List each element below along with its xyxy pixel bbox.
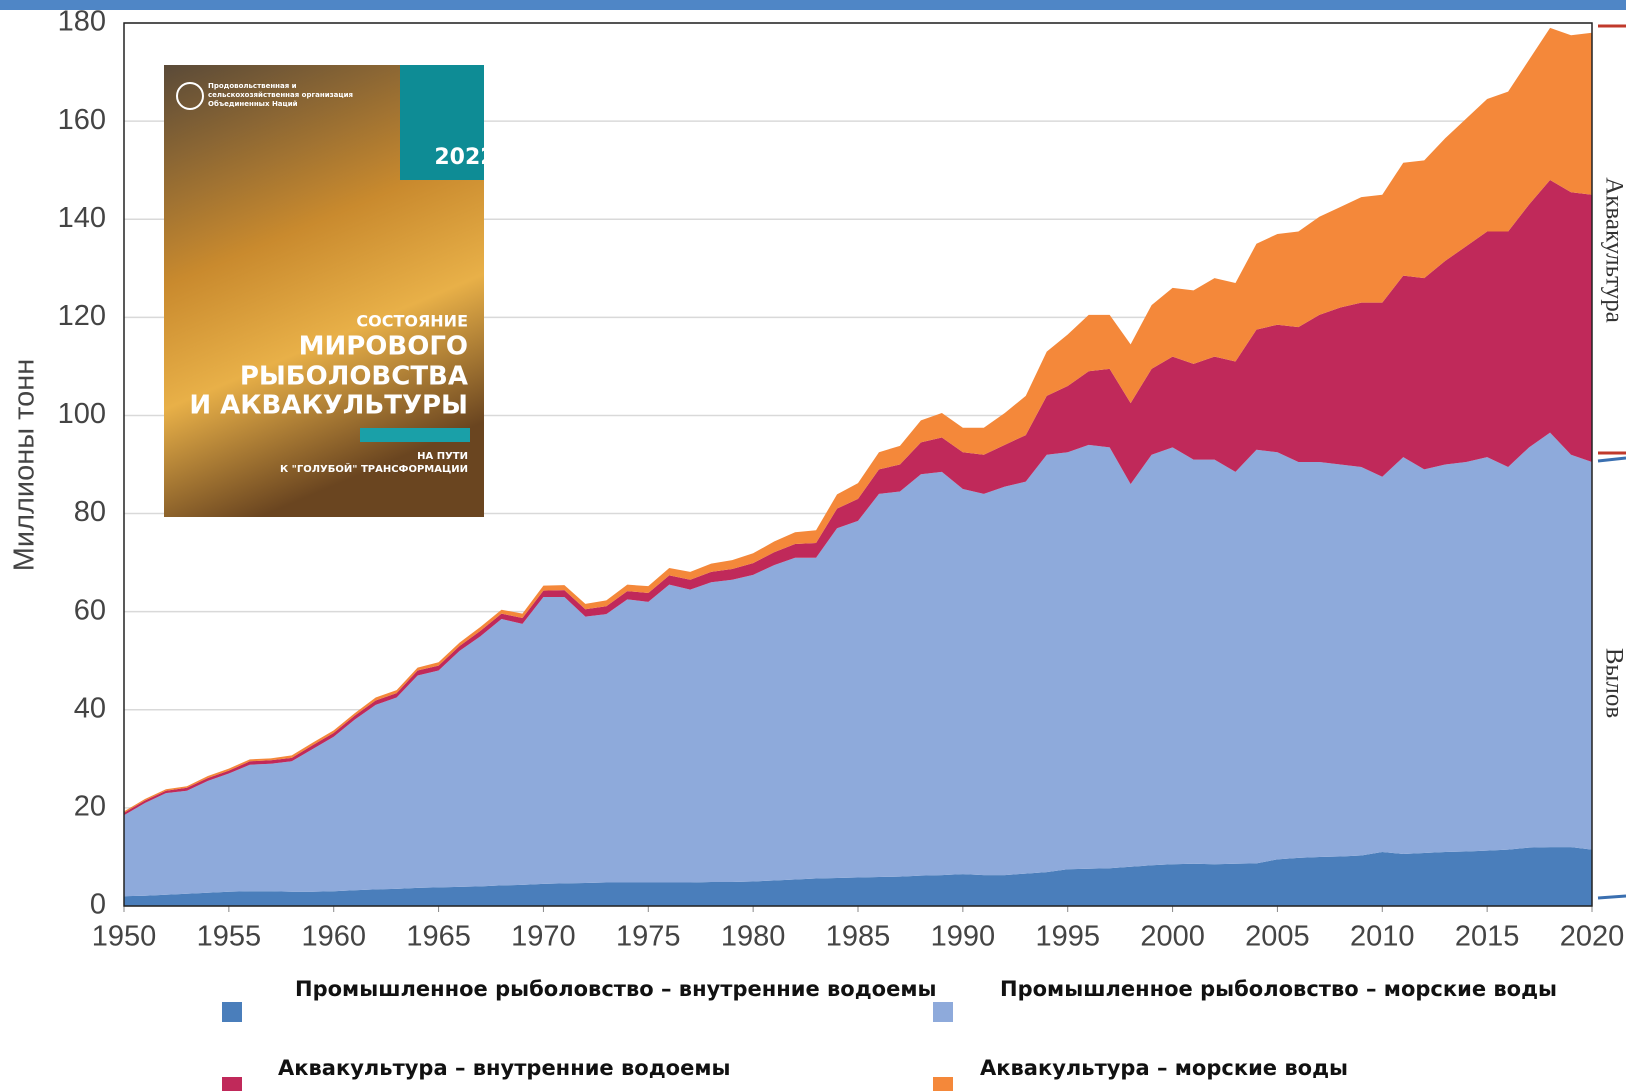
x-tick-label: 1950 xyxy=(92,921,157,953)
x-tick-label: 1975 xyxy=(616,921,681,953)
cover-year: 2022 xyxy=(434,145,495,170)
x-tick-label: 2010 xyxy=(1350,921,1415,953)
y-tick-label: 60 xyxy=(74,594,106,626)
y-tick-label: 120 xyxy=(58,300,106,332)
legend-label: Аквакультура – морские воды xyxy=(980,1056,1348,1080)
bracket xyxy=(1597,456,1626,463)
cover-stripe xyxy=(360,428,470,442)
x-tick-label: 1960 xyxy=(301,921,366,953)
y-axis-title: Миллионы тонн xyxy=(9,359,41,572)
legend-label: Промышленное рыболовство – морские воды xyxy=(1000,977,1557,1001)
x-tick-label: 2015 xyxy=(1455,921,1520,953)
cover-subtitle: НА ПУТИ xyxy=(417,451,468,462)
cover-org: сельскохозяйственная организация xyxy=(208,91,353,99)
side-label: Аквакультура xyxy=(1600,177,1626,323)
cover-band xyxy=(400,65,484,180)
top-bar xyxy=(0,0,1626,10)
x-tick-label: 2020 xyxy=(1560,921,1625,953)
y-tick-label: 180 xyxy=(58,6,106,38)
legend-swatch xyxy=(933,1077,953,1091)
y-tick-label: 100 xyxy=(58,398,106,430)
y-tick-label: 140 xyxy=(58,202,106,234)
legend-label: Промышленное рыболовство – внутренние во… xyxy=(295,977,937,1001)
cover-org: Объединенных Наций xyxy=(208,100,298,108)
y-tick-label: 160 xyxy=(58,104,106,136)
fao-logo xyxy=(176,82,204,110)
cover-title: МИРОВОГО xyxy=(299,332,468,362)
area xyxy=(124,847,1592,906)
y-tick-label: 80 xyxy=(74,496,106,528)
bracket xyxy=(1597,894,1626,900)
plot-frame xyxy=(123,22,1593,907)
report-cover: Продовольственная и сельскохозяйственная… xyxy=(164,65,496,517)
y-tick-label: 0 xyxy=(90,889,106,921)
legend-label: Аквакультура – внутренние водоемы xyxy=(278,1056,730,1080)
cover-subtitle: К "ГОЛУБОЙ" ТРАНСФОРМАЦИИ xyxy=(280,462,468,475)
x-tick-label: 1965 xyxy=(406,921,471,953)
x-tick-label: 2005 xyxy=(1245,921,1310,953)
x-tick-label: 1970 xyxy=(511,921,576,953)
x-tick-label: 1995 xyxy=(1035,921,1100,953)
legend-swatch xyxy=(933,1002,953,1022)
x-tick-label: 1985 xyxy=(826,921,891,953)
x-tick-label: 2000 xyxy=(1140,921,1205,953)
y-tick-label: 40 xyxy=(74,692,106,724)
x-tick-label: 1980 xyxy=(721,921,786,953)
x-tick-label: 1990 xyxy=(931,921,996,953)
side-label: Вылов xyxy=(1600,648,1626,718)
cover-title: СОСТОЯНИЕ xyxy=(356,312,468,331)
x-tick-label: 1955 xyxy=(197,921,262,953)
area xyxy=(124,432,1592,897)
cover-title: И АКВАКУЛЬТУРЫ xyxy=(189,391,468,421)
legend-swatch xyxy=(222,1077,242,1091)
cover-org: Продовольственная и xyxy=(208,82,297,90)
cover-title: РЫБОЛОВСТВА xyxy=(240,362,468,392)
legend-swatch xyxy=(222,1002,242,1022)
y-tick-label: 20 xyxy=(74,791,106,823)
